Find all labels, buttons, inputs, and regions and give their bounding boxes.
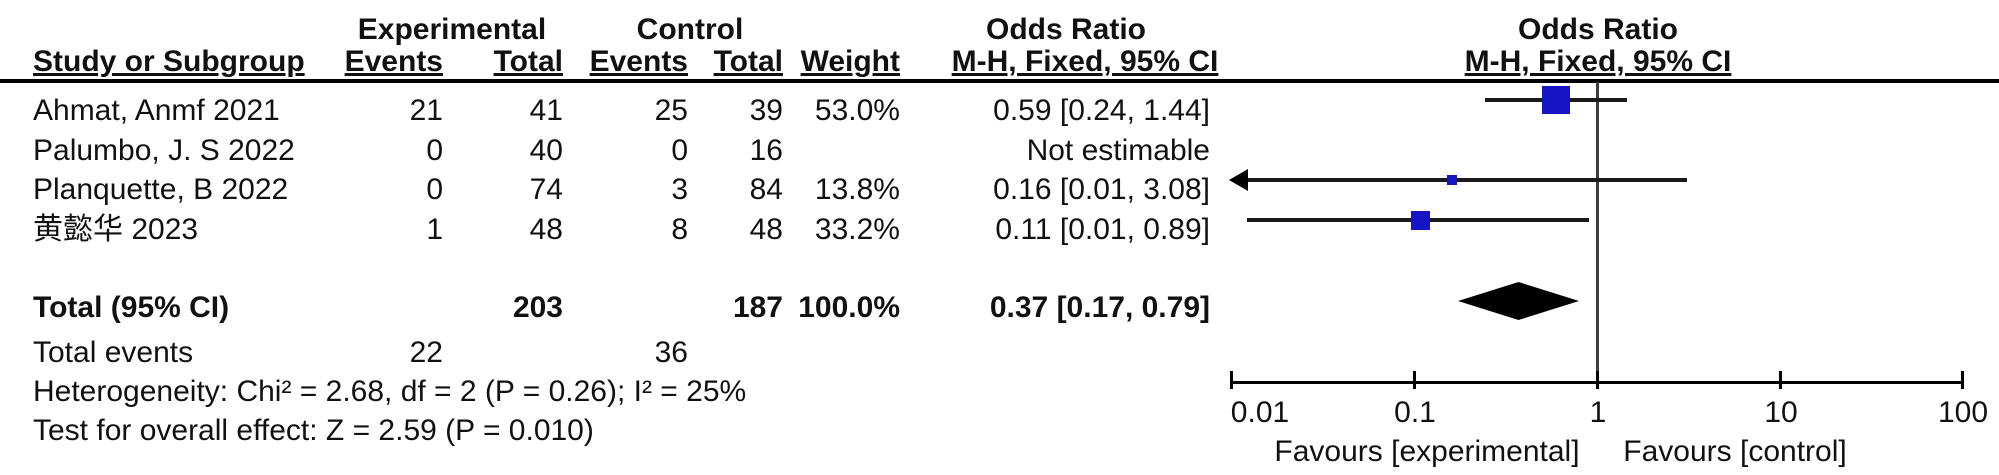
exp-events-cell: 21 — [409, 94, 443, 127]
header-rule — [0, 79, 1999, 83]
column-header-odds-ratio-plot: Odds Ratio — [1517, 13, 1678, 46]
effect-square-ahmat — [1542, 86, 1570, 114]
weight-cell: 13.8% — [814, 173, 900, 206]
effect-square-huang — [1411, 211, 1430, 230]
ctl-total-cell: 39 — [749, 94, 783, 127]
ci-text-cell: Not estimable — [1026, 134, 1210, 167]
ci-left-arrow-icon — [1229, 169, 1248, 191]
ci-text-cell: 0.16 [0.01, 3.08] — [993, 173, 1210, 206]
col-header-study: Study or Subgroup — [33, 45, 305, 78]
x-tick-label: 0.01 — [1230, 396, 1290, 429]
x-axis-tick — [1961, 371, 1964, 389]
effect-square-planquette — [1447, 175, 1457, 185]
ctl-total-cell: 48 — [749, 213, 783, 246]
study-name: 黄懿华 2023 — [33, 213, 199, 246]
ci-text-cell: 0.11 [0.01, 0.89] — [995, 213, 1210, 246]
ctl-events-cell: 0 — [671, 134, 688, 167]
pooled-diamond — [1458, 282, 1579, 320]
total-events-exp: 22 — [409, 336, 443, 369]
exp-events-cell: 0 — [426, 134, 443, 167]
col-header-exp-events: Events — [344, 45, 443, 78]
favours-left-label: Favours [experimental] — [1274, 435, 1580, 468]
total-events-label: Total events — [33, 336, 194, 369]
ci-line-planquette — [1244, 178, 1687, 182]
x-tick-label: 100 — [1937, 396, 1989, 429]
exp-events-cell: 0 — [426, 173, 443, 206]
column-header-odds-ratio-text: Odds Ratio — [985, 13, 1146, 46]
total-weight: 100.0% — [798, 291, 900, 324]
null-effect-line — [1596, 82, 1599, 383]
ctl-total-cell: 84 — [749, 173, 783, 206]
ctl-total-cell: 16 — [749, 134, 783, 167]
exp-total-cell: 74 — [529, 173, 563, 206]
x-tick-label: 1 — [1589, 396, 1607, 429]
ctl-events-cell: 3 — [671, 173, 688, 206]
exp-events-cell: 1 — [426, 213, 443, 246]
exp-total-cell: 41 — [529, 94, 563, 127]
x-axis-tick — [1230, 371, 1233, 389]
col-header-mh-ci-plot: M-H, Fixed, 95% CI — [1464, 45, 1732, 78]
total-ctl-total: 187 — [732, 291, 783, 324]
weight-cell: 53.0% — [814, 94, 900, 127]
col-header-exp-total: Total — [493, 45, 563, 78]
exp-total-cell: 40 — [529, 134, 563, 167]
x-axis-tick — [1596, 371, 1599, 389]
favours-right-label: Favours [control] — [1623, 435, 1847, 468]
col-header-ctl-events: Events — [589, 45, 688, 78]
x-tick-label: 0.1 — [1394, 396, 1436, 429]
study-name: Planquette, B 2022 — [33, 173, 289, 206]
col-header-ctl-total: Total — [713, 45, 783, 78]
overall-effect-text: Test for overall effect: Z = 2.59 (P = 0… — [33, 414, 594, 447]
weight-cell — [740, 132, 900, 170]
total-exp-total: 203 — [512, 291, 563, 324]
x-axis-tick — [1779, 371, 1782, 389]
total-ci-text: 0.37 [0.17, 0.79] — [989, 291, 1210, 324]
group-header-experimental: Experimental — [357, 13, 547, 46]
exp-total-cell: 48 — [529, 213, 563, 246]
ci-text-cell: 0.59 [0.24, 1.44] — [993, 94, 1210, 127]
group-header-control: Control — [636, 13, 744, 46]
weight-cell: 33.2% — [814, 213, 900, 246]
col-header-weight: Weight — [800, 45, 900, 78]
ctl-events-cell: 8 — [671, 213, 688, 246]
x-tick-label: 10 — [1764, 396, 1798, 429]
study-name: Ahmat, Anmf 2021 — [33, 94, 280, 127]
total-label: Total (95% CI) — [33, 291, 230, 324]
heterogeneity-text: Heterogeneity: Chi² = 2.68, df = 2 (P = … — [33, 375, 747, 408]
col-header-mh-ci: M-H, Fixed, 95% CI — [951, 45, 1219, 78]
x-axis-tick — [1413, 371, 1416, 389]
total-events-ctl: 36 — [654, 336, 688, 369]
study-name: Palumbo, J. S 2022 — [33, 134, 295, 167]
ctl-events-cell: 25 — [654, 94, 688, 127]
